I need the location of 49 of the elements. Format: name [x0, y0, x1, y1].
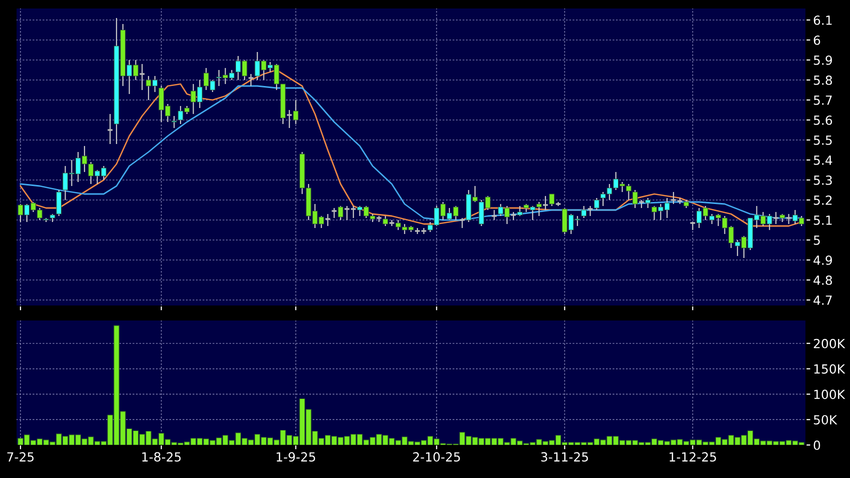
y-tick-label: 5.5: [814, 136, 832, 145]
x-tick-label: 7-25: [7, 452, 34, 462]
x-tick-label: 2-10-25: [413, 452, 460, 462]
candlestick: [248, 73, 254, 87]
x-tick-label: 1-9-25: [276, 452, 316, 462]
y-tick-label: 5.9: [814, 55, 832, 65]
candlestick: [106, 113, 114, 145]
x-tick-label: 1-12-25: [670, 452, 716, 462]
y-tick-label: 5.4: [814, 156, 832, 165]
y-tick-label: 4.9: [814, 255, 832, 265]
candlestick: [330, 207, 338, 219]
candlestick: [772, 211, 780, 225]
candlestick: [586, 205, 594, 217]
candlestick: [324, 213, 332, 227]
candlestick: [171, 115, 177, 129]
y-tick-label: 50K: [814, 415, 838, 425]
y-tick-label: 5: [814, 236, 820, 245]
y-tick-label: 5.8: [814, 75, 832, 85]
y-tick-label: 100K: [814, 390, 846, 400]
candlestick: [56, 189, 62, 217]
candlestick: [542, 195, 549, 211]
y-tick-label: 0: [814, 440, 820, 450]
x-tick-label: 1-8-25: [142, 452, 181, 462]
y-tick-label: 4.8: [814, 275, 832, 285]
candlestick: [458, 217, 466, 229]
candlestick: [632, 189, 638, 209]
candlestick: [490, 209, 498, 221]
candlestick: [594, 197, 600, 211]
candlestick: [549, 193, 555, 207]
y-tick-label: 6.1: [814, 15, 832, 25]
candlestick: [517, 205, 523, 217]
candlestick: [293, 99, 298, 125]
candlestick: [581, 205, 587, 219]
candlestick: [785, 213, 792, 225]
candlestick: [645, 197, 651, 209]
y-tick-label: 5.2: [814, 195, 832, 205]
y-tick-label: 5.3: [814, 175, 832, 185]
candlestick: [338, 205, 344, 221]
y-tick-label: 5.7: [814, 96, 832, 105]
candlestick: [382, 215, 388, 227]
y-tick-label: 5.1: [814, 216, 832, 225]
y-tick-label: 200K: [814, 338, 846, 348]
x-tick-label: 3-11-25: [541, 452, 588, 462]
candlestick: [286, 109, 293, 129]
y-tick-label: 5.6: [814, 115, 832, 125]
y-tick-label: 6: [814, 35, 820, 45]
y-tick-label: 150K: [814, 364, 846, 374]
candlestick: [138, 63, 146, 91]
y-tick-label: 4.7: [814, 296, 832, 305]
